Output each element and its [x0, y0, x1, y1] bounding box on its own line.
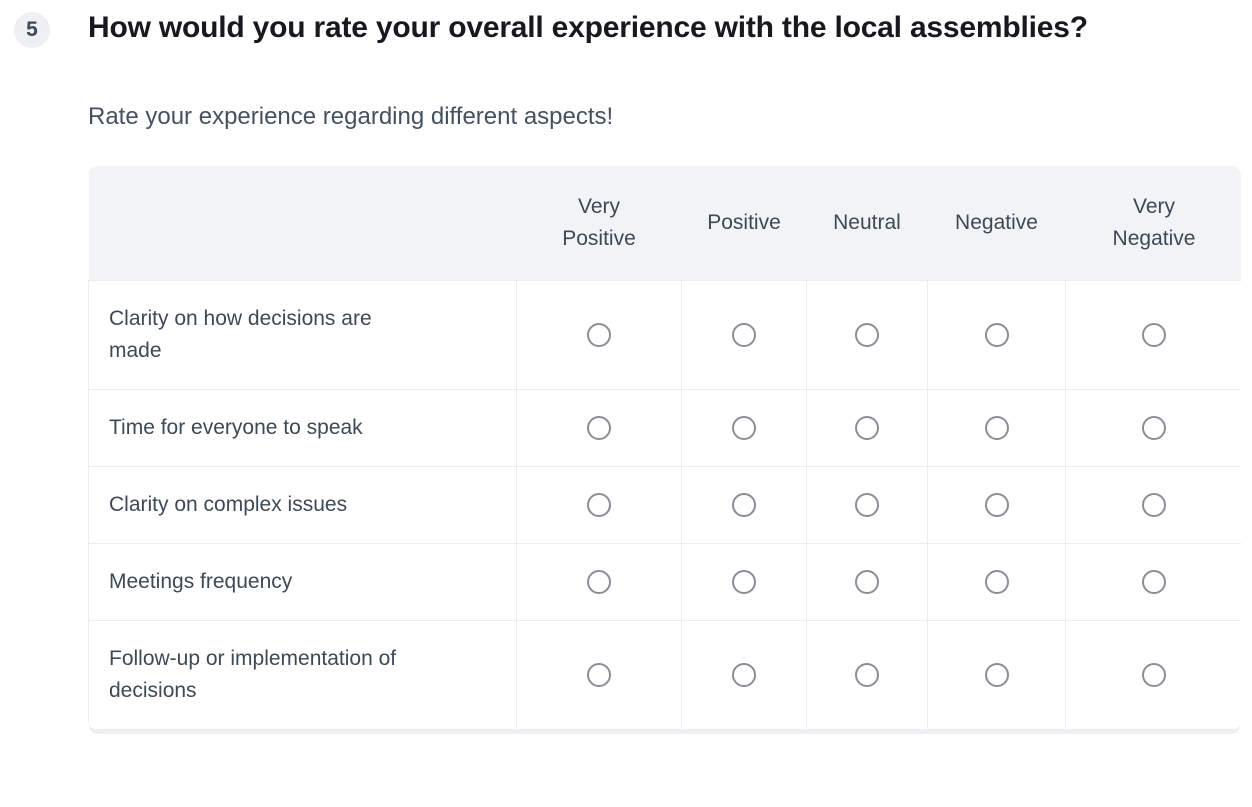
matrix-option-cell	[681, 389, 807, 467]
radio-button[interactable]	[984, 493, 1009, 518]
matrix-row-label-cell: Clarity on complex issues	[88, 466, 517, 544]
radio-button[interactable]	[855, 416, 879, 441]
matrix-header-row: Very Positive Positive Neutral Negative Very…	[88, 166, 1241, 281]
matrix-row: Time for everyone to speak	[88, 389, 1241, 467]
radio-button[interactable]	[1142, 416, 1166, 441]
matrix-row-label: Clarity on complex issues	[109, 493, 348, 516]
matrix-column-header: Very Negative	[1065, 166, 1241, 281]
matrix-option-cell	[516, 543, 682, 621]
matrix-row: Clarity on how decisions are made	[88, 280, 1241, 390]
radio-button[interactable]	[732, 323, 756, 348]
radio-button[interactable]	[984, 663, 1009, 688]
question-title: How would you rate your overall experien…	[88, 11, 1088, 44]
matrix-option-cell	[681, 543, 807, 621]
matrix-column-header: Positive	[681, 166, 807, 281]
matrix-option-cell	[516, 620, 682, 730]
matrix-row-label: Meetings frequency	[109, 570, 293, 593]
matrix-option-cell	[927, 466, 1066, 544]
radio-button[interactable]	[587, 323, 611, 348]
radio-button[interactable]	[1142, 663, 1166, 688]
matrix-column-header: Negative	[927, 166, 1066, 281]
radio-button[interactable]	[1142, 570, 1166, 595]
radio-button[interactable]	[587, 570, 611, 595]
matrix-option-cell	[1065, 466, 1241, 544]
matrix-body: Clarity on how decisions are made Time fo…	[88, 280, 1241, 730]
matrix-option-cell	[516, 466, 682, 544]
matrix-option-cell	[806, 280, 928, 390]
survey-question-block: 5 How would you rate your overall experi…	[14, 8, 1252, 730]
radio-button[interactable]	[587, 663, 611, 688]
matrix-option-cell	[516, 389, 682, 467]
radio-button[interactable]	[732, 570, 756, 595]
matrix-option-cell	[1065, 620, 1241, 730]
matrix-option-cell	[1065, 280, 1241, 390]
matrix-column-header-label: Very Positive	[562, 195, 636, 250]
radio-button[interactable]	[855, 493, 879, 518]
matrix-column-header-label: Neutral	[833, 211, 901, 234]
matrix-option-cell	[1065, 389, 1241, 467]
matrix-column-header-label: Negative	[955, 211, 1038, 234]
matrix-option-cell	[806, 466, 928, 544]
matrix-option-cell	[681, 280, 807, 390]
matrix-row-label: Follow-up or implementation of decisions	[109, 647, 397, 702]
radio-button[interactable]	[855, 663, 879, 688]
matrix-head: Very Positive Positive Neutral Negative Very…	[88, 166, 1241, 281]
matrix-option-cell	[927, 620, 1066, 730]
question-subtitle: Rate your experience regarding different…	[88, 103, 614, 130]
matrix-option-cell	[927, 389, 1066, 467]
radio-button[interactable]	[984, 570, 1009, 595]
matrix-option-cell	[806, 620, 928, 730]
matrix-option-cell	[927, 543, 1066, 621]
matrix-column-header: Neutral	[806, 166, 928, 281]
matrix-column-header: Very Positive	[516, 166, 682, 281]
matrix-option-cell	[1065, 543, 1241, 621]
matrix-row: Meetings frequency	[88, 543, 1241, 621]
matrix-column-header-label: Very Negative	[1112, 195, 1196, 250]
radio-button[interactable]	[1142, 323, 1166, 348]
radio-button[interactable]	[587, 493, 611, 518]
matrix-option-cell	[516, 280, 682, 390]
radio-button[interactable]	[732, 663, 756, 688]
radio-button[interactable]	[984, 416, 1009, 441]
radio-button[interactable]	[984, 323, 1009, 348]
radio-button[interactable]	[732, 493, 756, 518]
matrix-column-header-label: Positive	[707, 211, 781, 234]
matrix-question: Very Positive Positive Neutral Negative Very…	[88, 166, 1241, 730]
question-number-badge: 5	[14, 12, 50, 48]
matrix-row-label-cell: Clarity on how decisions are made	[88, 280, 517, 390]
matrix-option-cell	[927, 280, 1066, 390]
matrix-row: Follow-up or implementation of decisions	[88, 620, 1241, 730]
matrix-row: Clarity on complex issues	[88, 466, 1241, 544]
radio-button[interactable]	[855, 570, 879, 595]
matrix-option-cell	[806, 389, 928, 467]
matrix-row-label-cell: Time for everyone to speak	[88, 389, 517, 467]
question-header: 5 How would you rate your overall experi…	[14, 8, 1252, 48]
matrix-row-label: Time for everyone to speak	[109, 416, 363, 439]
matrix-option-cell	[681, 466, 807, 544]
matrix-option-cell	[681, 620, 807, 730]
matrix-row-label: Clarity on how decisions are made	[109, 307, 372, 362]
matrix-corner-cell	[88, 166, 517, 281]
radio-button[interactable]	[855, 323, 879, 348]
radio-button[interactable]	[587, 416, 611, 441]
matrix-row-label-cell: Follow-up or implementation of decisions	[88, 620, 517, 730]
radio-button[interactable]	[732, 416, 756, 441]
radio-button[interactable]	[1142, 493, 1166, 518]
matrix-row-label-cell: Meetings frequency	[88, 543, 517, 621]
matrix-table: Very Positive Positive Neutral Negative Very…	[88, 166, 1241, 730]
matrix-option-cell	[806, 543, 928, 621]
